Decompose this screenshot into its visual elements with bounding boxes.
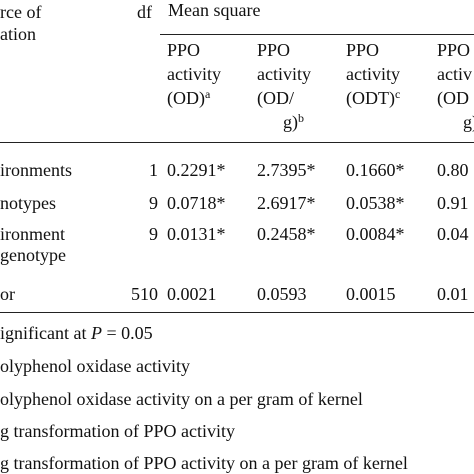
footnote-marker: a — [205, 87, 211, 101]
row-source: notypes — [0, 193, 56, 213]
header-df: df — [137, 2, 152, 22]
column-header: (OD/ — [257, 88, 294, 108]
cell-value: 0.80 — [437, 160, 469, 180]
row-source: or — [0, 284, 15, 304]
footnote-text: olyphenol oxidase activity — [0, 356, 190, 376]
header-source: ation — [0, 24, 36, 44]
column-header: activ — [437, 64, 472, 84]
cell-value: 0.0593 — [257, 284, 307, 304]
footnote-marker: c — [394, 87, 401, 101]
column-header: (OD)a — [167, 88, 210, 108]
cell-value: 0.2291* — [167, 160, 226, 180]
rule — [160, 34, 474, 35]
row-df: 510 — [131, 284, 158, 304]
column-header: PPO — [257, 40, 291, 60]
cell-value: 0.04 — [437, 224, 469, 244]
column-header: g)c — [463, 112, 474, 132]
cell-value: 0.01 — [437, 284, 469, 304]
footnote: olyphenol oxidase activity — [0, 356, 190, 376]
footnote-marker: b — [298, 111, 304, 125]
footnote: g transformation of PPO activity on a pe… — [0, 453, 408, 473]
row-source: genotype — [0, 245, 66, 265]
column-header: activity — [257, 64, 311, 84]
column-header: g)b — [283, 112, 304, 132]
cell-value: 0.0015 — [346, 284, 396, 304]
cell-value: 2.6917* — [257, 193, 316, 213]
header-mean-square: Mean square — [168, 0, 261, 20]
cell-value: 0.0718* — [167, 193, 226, 213]
column-header: PPO — [167, 40, 201, 60]
footnote-text: ignificant at — [0, 323, 91, 343]
cell-value: 0.0021 — [167, 284, 217, 304]
footnote: g transformation of PPO activity — [0, 421, 235, 441]
column-header: PPO — [346, 40, 380, 60]
cell-value: 2.7395* — [257, 160, 316, 180]
footnote: olyphenol oxidase activity on a per gram… — [0, 389, 363, 409]
footnote-text: P — [90, 323, 102, 343]
cell-value: 0.0084* — [346, 224, 405, 244]
footnote-text: = 0.05 — [101, 323, 153, 343]
footnote-text: olyphenol oxidase activity on a per gram… — [0, 389, 363, 409]
footnote-text: g transformation of PPO activity on a pe… — [0, 453, 408, 473]
row-df: 9 — [149, 224, 158, 244]
column-header: (ODT)c — [346, 88, 400, 108]
header-source: rce of — [0, 2, 42, 22]
column-header: PPO — [437, 40, 471, 60]
cell-value: 0.1660* — [346, 160, 405, 180]
cell-value: 0.0538* — [346, 193, 405, 213]
cell-value: 0.0131* — [167, 224, 226, 244]
footnote: ignificant at P = 0.05 — [0, 323, 153, 343]
column-header: (OD — [437, 88, 469, 108]
row-df: 1 — [149, 160, 158, 180]
rule — [0, 312, 474, 313]
rule — [0, 142, 474, 143]
column-header-text: (ODT) — [346, 88, 395, 108]
row-source: ironment — [0, 224, 65, 244]
column-header-text: (OD) — [167, 88, 205, 108]
column-header-text: g) — [283, 112, 298, 132]
footnote-text: g transformation of PPO activity — [0, 421, 235, 441]
row-source: ironments — [0, 160, 72, 180]
row-df: 9 — [149, 193, 158, 213]
column-header: activity — [346, 64, 400, 84]
column-header: activity — [167, 64, 221, 84]
column-header-text: g) — [463, 112, 474, 132]
cell-value: 0.2458* — [257, 224, 316, 244]
cell-value: 0.91 — [437, 193, 469, 213]
